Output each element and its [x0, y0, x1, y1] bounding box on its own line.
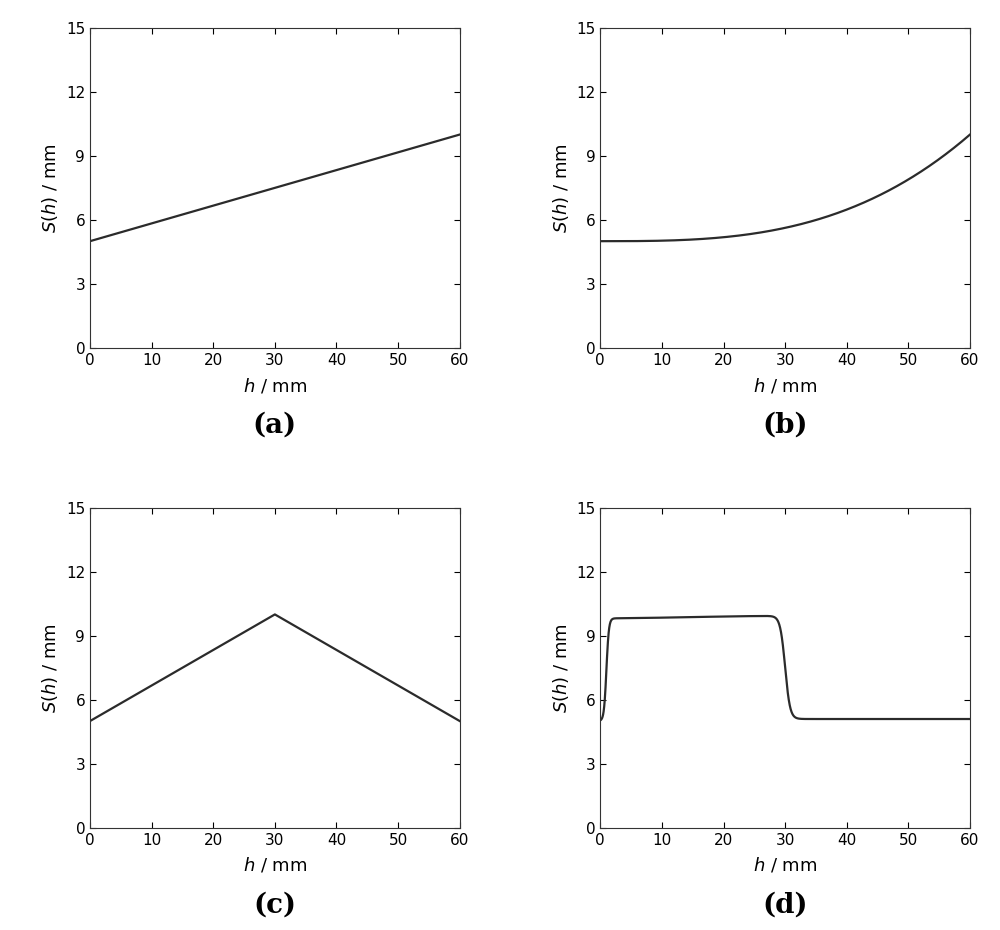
X-axis label: $h$ / mm: $h$ / mm — [753, 376, 817, 395]
Text: (c): (c) — [253, 892, 296, 919]
X-axis label: $h$ / mm: $h$ / mm — [243, 376, 307, 395]
Text: (b): (b) — [762, 412, 808, 439]
X-axis label: $h$ / mm: $h$ / mm — [243, 856, 307, 875]
Y-axis label: $S$($h$) / mm: $S$($h$) / mm — [551, 623, 571, 712]
X-axis label: $h$ / mm: $h$ / mm — [753, 856, 817, 875]
Text: (a): (a) — [253, 412, 297, 439]
Y-axis label: $S$($h$) / mm: $S$($h$) / mm — [551, 143, 571, 232]
Y-axis label: $S$($h$) / mm: $S$($h$) / mm — [40, 623, 60, 712]
Text: (d): (d) — [762, 892, 808, 919]
Y-axis label: $S$($h$) / mm: $S$($h$) / mm — [40, 143, 60, 232]
